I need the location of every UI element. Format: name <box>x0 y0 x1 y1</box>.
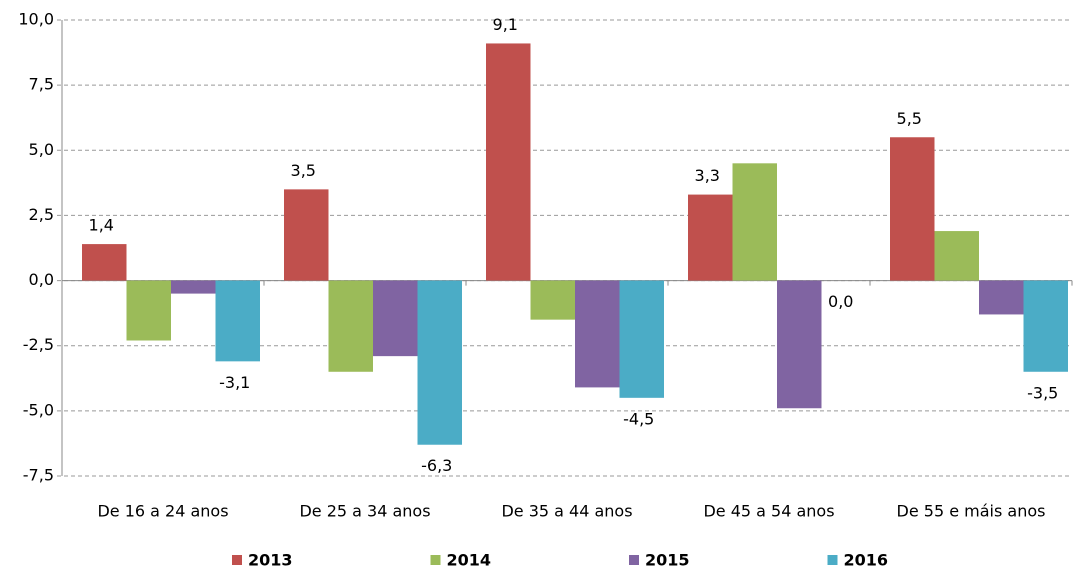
bar <box>732 163 777 281</box>
y-tick-label: 0,0 <box>29 270 54 289</box>
legend-label: 2015 <box>645 551 690 570</box>
data-label: -4,5 <box>623 409 654 428</box>
bar <box>979 280 1024 315</box>
legend-label: 2014 <box>447 551 492 570</box>
data-label: 9,1 <box>493 15 518 34</box>
data-label: 3,3 <box>695 166 720 185</box>
legend-swatch <box>629 555 639 565</box>
y-tick-label: -5,0 <box>23 400 54 419</box>
legend-swatch <box>827 555 838 565</box>
bar <box>575 280 620 388</box>
data-label: -3,5 <box>1027 383 1058 402</box>
bar <box>82 244 127 281</box>
bar <box>777 280 822 409</box>
y-tick-label: 10,0 <box>18 10 54 29</box>
y-tick-label: 2,5 <box>29 205 54 224</box>
legend-label: 2016 <box>844 551 889 570</box>
legend-label: 2013 <box>248 551 293 570</box>
y-tick-label: -7,5 <box>23 466 54 485</box>
bar <box>530 280 575 320</box>
x-tick-label: De 55 e máis anos <box>897 502 1046 521</box>
bar <box>934 231 979 281</box>
bar <box>688 194 733 281</box>
legend-swatch <box>430 555 441 565</box>
data-label: 1,4 <box>89 216 114 235</box>
y-tick-label: 5,0 <box>29 140 54 159</box>
bar <box>890 137 935 281</box>
y-tick-label: 7,5 <box>29 75 54 94</box>
bar <box>215 280 260 362</box>
bar <box>486 43 531 281</box>
data-label: -6,3 <box>421 456 452 475</box>
x-tick-label: De 35 a 44 anos <box>501 502 632 521</box>
data-label: 3,5 <box>291 161 316 180</box>
bar <box>373 280 418 357</box>
data-label: -3,1 <box>219 373 250 392</box>
x-tick-label: De 25 a 34 anos <box>299 502 430 521</box>
x-tick-label: De 45 a 54 anos <box>703 502 834 521</box>
bar <box>284 189 329 281</box>
data-label: 5,5 <box>897 109 922 128</box>
x-tick-label: De 16 a 24 anos <box>97 502 228 521</box>
bar <box>328 280 373 372</box>
bar <box>1023 280 1068 372</box>
bar <box>126 280 171 341</box>
bar <box>171 280 216 294</box>
data-label: 0,0 <box>828 292 853 311</box>
legend-swatch <box>232 555 242 565</box>
y-tick-label: -2,5 <box>23 335 54 354</box>
bar <box>417 280 462 445</box>
bar <box>619 280 664 398</box>
